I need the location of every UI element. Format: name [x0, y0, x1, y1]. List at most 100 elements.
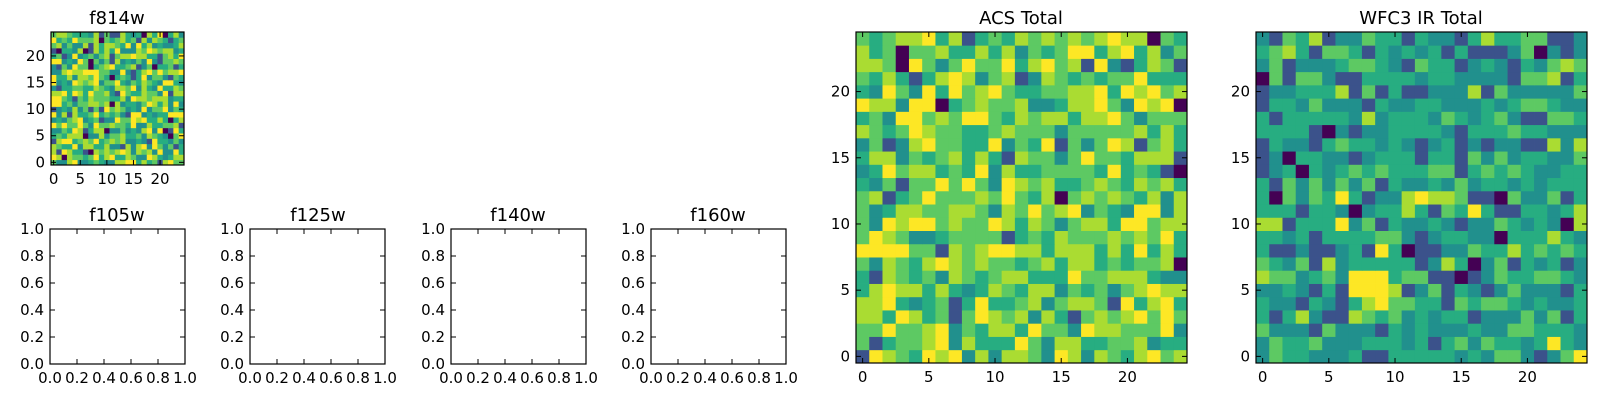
heatmap-cell	[77, 58, 84, 65]
heatmap-cell	[93, 133, 100, 139]
heatmap-cell	[1547, 84, 1561, 99]
heatmap-cell	[988, 270, 1003, 284]
heatmap-cell	[922, 257, 936, 271]
heatmap-cell	[908, 45, 923, 59]
heatmap-cell	[72, 133, 78, 139]
heatmap-cell	[1256, 177, 1270, 192]
heatmap-cell	[1054, 164, 1069, 179]
heatmap-cell	[178, 117, 185, 123]
heatmap-cell	[114, 53, 121, 59]
heatmap-cell	[1094, 124, 1108, 139]
heatmap-cell	[51, 143, 57, 150]
heatmap-cell	[1308, 32, 1323, 46]
heatmap-cell	[98, 69, 105, 75]
heatmap-cell	[1467, 98, 1482, 112]
heatmap-cell	[1547, 296, 1561, 311]
heatmap-cell	[961, 296, 976, 311]
heatmap-cell	[1507, 257, 1522, 271]
heatmap-cell	[1520, 270, 1535, 284]
heatmap-cell	[961, 349, 976, 364]
heatmap-cell	[975, 204, 989, 218]
x-tick-label: 0.0	[639, 369, 663, 387]
heatmap-cell	[975, 32, 989, 46]
heatmap-cell	[1454, 310, 1469, 324]
heatmap-cell	[1160, 217, 1175, 231]
heatmap-cell	[1534, 217, 1548, 231]
heatmap-cell	[1322, 349, 1336, 364]
heatmap-cell	[114, 47, 121, 54]
heatmap-cell	[908, 58, 923, 73]
heatmap-cell	[141, 53, 148, 59]
heatmap-cell	[120, 154, 126, 161]
heatmap-cell	[1467, 137, 1482, 152]
heatmap-cell	[141, 106, 148, 113]
heatmap-cell	[1441, 270, 1455, 284]
heatmap-cell	[1560, 71, 1575, 86]
heatmap-cell	[908, 217, 923, 231]
heatmap-cell	[1520, 164, 1535, 179]
heatmap-cell	[1494, 111, 1508, 126]
heatmap-cell	[1481, 164, 1495, 179]
heatmap-cell	[882, 84, 897, 99]
heatmap-cell	[168, 74, 174, 81]
heatmap-cell	[1534, 164, 1548, 179]
heatmap-cell	[1295, 230, 1310, 245]
x-tick-label: 0.8	[747, 369, 771, 387]
heatmap-cell	[1067, 164, 1082, 179]
heatmap-cell	[162, 74, 169, 81]
heatmap-cell	[93, 117, 100, 123]
heatmap-cell	[178, 58, 185, 65]
heatmap-cell	[1001, 45, 1016, 59]
heatmap-cell	[130, 74, 137, 81]
heatmap-cell	[1388, 177, 1403, 192]
heatmap-cell	[1414, 217, 1429, 231]
heatmap-cell	[1173, 124, 1188, 139]
heatmap-cell	[1401, 124, 1416, 139]
heatmap-cell	[157, 69, 164, 75]
heatmap-cell	[908, 349, 923, 364]
heatmap-cell	[66, 85, 73, 91]
heatmap-cell	[1107, 310, 1122, 324]
heatmap-cell	[1375, 257, 1389, 271]
heatmap-cell	[1094, 84, 1108, 99]
heatmap-cell	[1454, 190, 1469, 205]
heatmap-cell	[173, 32, 180, 38]
heatmap-cell	[146, 138, 153, 145]
heatmap-cell	[141, 32, 148, 38]
heatmap-cell	[77, 47, 84, 54]
heatmap-cell	[1560, 310, 1575, 324]
heatmap-cell	[1147, 84, 1161, 99]
heatmap-cell	[1348, 137, 1363, 152]
heatmap-cell	[935, 111, 950, 126]
heatmap-cell	[162, 85, 169, 91]
heatmap-cell	[1322, 230, 1336, 245]
heatmap-cell	[173, 63, 180, 70]
heatmap-cell	[1388, 349, 1403, 364]
heatmap-cell	[856, 151, 870, 165]
heatmap-cell	[1401, 190, 1416, 205]
heatmap-cell	[98, 154, 105, 161]
heatmap-cell	[1134, 230, 1148, 245]
heatmap-cell	[1081, 164, 1095, 179]
x-tick-label: 0	[49, 170, 59, 188]
heatmap-cell	[1295, 124, 1310, 139]
heatmap-cell	[1414, 296, 1429, 311]
heatmap-cell	[114, 90, 121, 97]
heatmap-cell	[1428, 71, 1442, 86]
x-tick-label: 5	[1324, 368, 1334, 386]
heatmap-cell	[1507, 296, 1522, 311]
heatmap-cell	[1256, 84, 1270, 99]
heatmap-cell	[1160, 310, 1175, 324]
heatmap-cell	[1494, 296, 1508, 311]
x-tick-label: 0.8	[146, 369, 170, 387]
heatmap-cell	[1067, 111, 1082, 126]
heatmap-cell	[136, 159, 142, 166]
heatmap-cell	[1173, 137, 1188, 152]
heatmap-cell	[1054, 296, 1069, 311]
heatmap-cell	[1282, 270, 1297, 284]
heatmap-cell	[104, 138, 110, 145]
heatmap-cell	[1282, 310, 1297, 324]
heatmap-cell	[1173, 111, 1188, 126]
heatmap-cell	[1520, 230, 1535, 245]
heatmap-cell	[1120, 71, 1135, 86]
